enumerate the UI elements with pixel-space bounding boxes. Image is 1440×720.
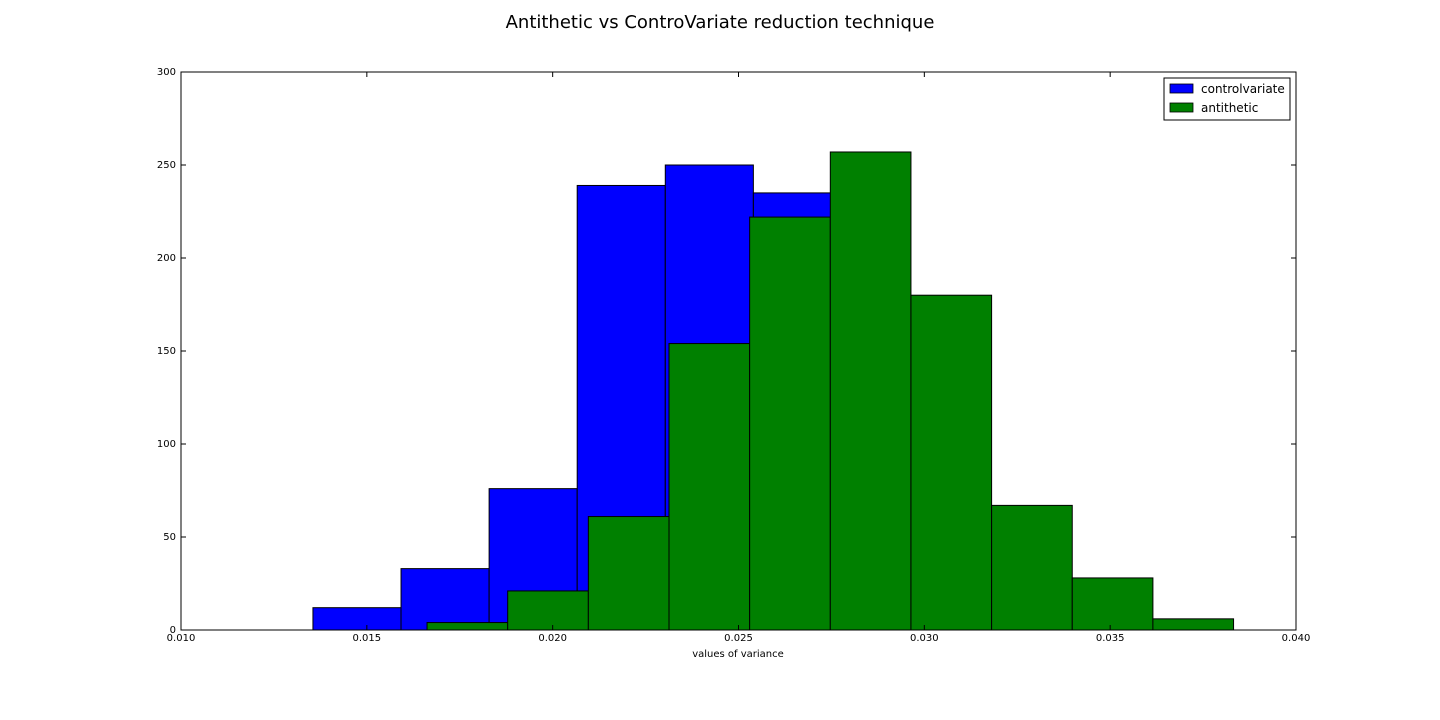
bar-antithetic-6 [910,294,993,631]
bar-antithetic-5 [829,151,912,631]
bar-antithetic-2 [587,516,670,631]
bar-antithetic-8 [1071,577,1154,631]
legend-label-antithetic: antithetic [1201,101,1258,115]
x-tick-label-6: 0.040 [1282,633,1311,644]
x-tick-label-5: 0.035 [1096,633,1125,644]
y-tick-label-1: 50 [163,532,176,543]
y-tick-label-4: 200 [157,253,176,264]
legend-label-controlvariate: controlvariate [1201,82,1285,96]
x-tick-label-3: 0.025 [724,633,753,644]
y-tick-label-2: 100 [157,439,176,450]
bar-controlvariate-1 [400,568,490,631]
bar-controlvariate-0 [312,607,402,631]
y-tick-label-6: 300 [157,67,176,78]
bar-antithetic-3 [668,343,751,631]
x-axis-label: values of variance [692,649,784,660]
x-tick-label-1: 0.015 [353,633,382,644]
bar-antithetic-4 [749,216,831,631]
legend: controlvariate antithetic [1163,77,1291,121]
bar-antithetic-7 [991,504,1073,631]
y-tick-label-3: 150 [157,346,176,357]
bar-antithetic-1 [507,590,589,631]
x-tick-label-4: 0.030 [910,633,939,644]
bar-antithetic-9 [1152,618,1235,631]
legend-swatch-antithetic [1169,102,1194,113]
y-tick-label-0: 0 [170,625,176,636]
x-tick-label-0: 0.010 [167,633,196,644]
ticks-layer: 0.010 0.015 0.020 0.025 0.030 0.035 0.040 0 50 10… [157,67,1310,644]
legend-swatch-controlvariate [1169,83,1194,94]
x-tick-label-2: 0.020 [538,633,567,644]
bar-antithetic-0 [426,622,509,631]
y-tick-label-5: 250 [157,160,176,171]
chart-title: Antithetic vs ControVariate reduction te… [506,12,935,33]
bars-layer [312,151,1235,631]
